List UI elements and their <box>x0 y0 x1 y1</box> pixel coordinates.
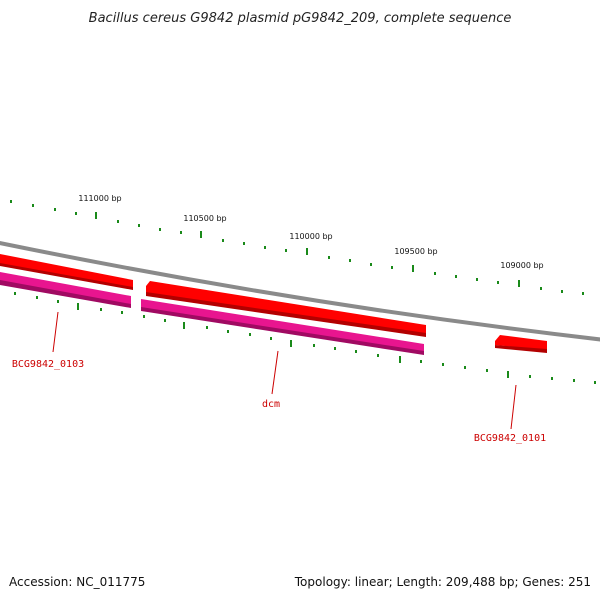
summary-text: Topology: linear; Length: 209,488 bp; Ge… <box>294 575 591 589</box>
cds-feature-dcm[interactable] <box>141 299 424 353</box>
minor-ticks-top <box>10 200 584 295</box>
gene-label-dcm[interactable]: dcm <box>262 399 280 410</box>
major-ticks-top <box>95 212 520 287</box>
tick-label-110500: 110500 bp <box>183 214 226 223</box>
scale-ruler-top: 111000 bp 110500 bp 110000 bp 109500 bp … <box>10 194 584 295</box>
cds-track <box>0 272 424 355</box>
label-leader-dcm <box>271 350 279 395</box>
label-leader-bcg9842-0101 <box>510 384 517 430</box>
gene-track-forward <box>0 254 547 353</box>
label-leader-bcg9842-0103 <box>52 311 59 353</box>
tick-label-111000: 111000 bp <box>78 194 121 203</box>
map-title: Bacillus cereus G9842 plasmid pG9842_209… <box>89 11 512 26</box>
cds-feature-bcg9842-0103[interactable] <box>0 272 131 305</box>
gene-feature-dcm[interactable] <box>146 281 426 334</box>
sequence-backbone <box>0 240 600 342</box>
scale-ruler-bottom <box>14 292 596 384</box>
gene-feature-bcg9842-0103[interactable] <box>0 254 133 288</box>
gene-label-bcg9842-0101[interactable]: BCG9842_0101 <box>474 433 546 444</box>
gene-label-bcg9842-0103[interactable]: BCG9842_0103 <box>12 359 84 370</box>
tick-label-109500: 109500 bp <box>394 247 437 256</box>
accession-text: Accession: NC_011775 <box>9 575 145 589</box>
tick-label-109000: 109000 bp <box>500 261 543 270</box>
tick-label-110000: 110000 bp <box>289 232 332 241</box>
